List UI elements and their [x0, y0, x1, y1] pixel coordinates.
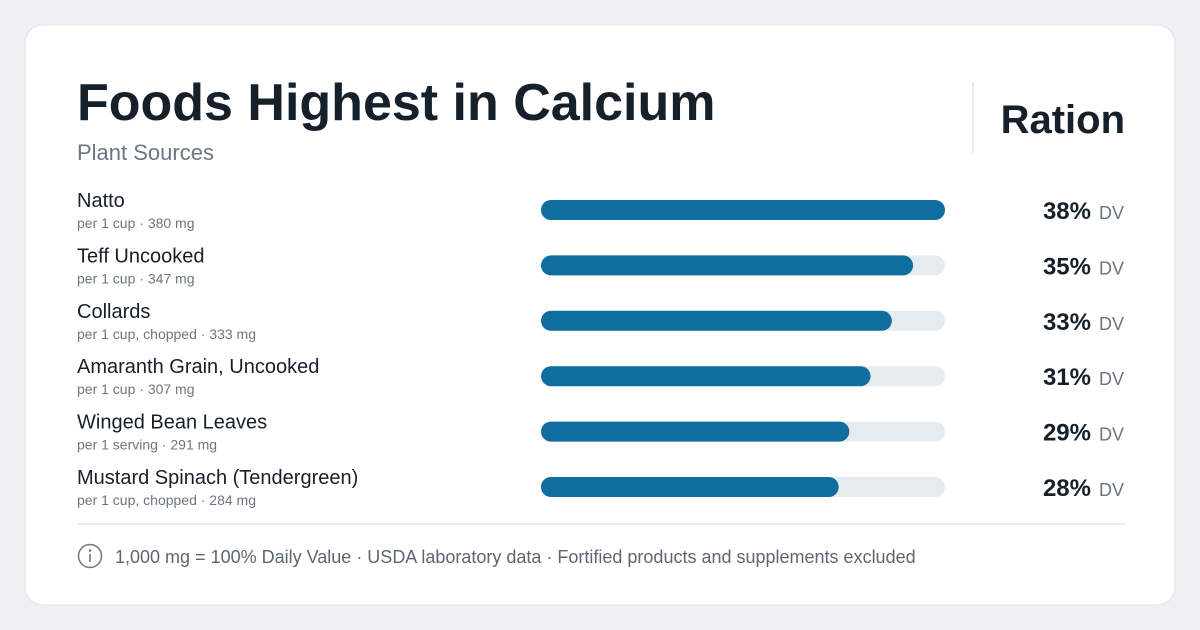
value-unit: DV [1099, 314, 1124, 334]
value-label: 33% [1043, 309, 1091, 336]
value-label: 38% [1043, 198, 1091, 225]
value-label: 31% [1043, 364, 1091, 391]
subtitle: Plant Sources [77, 140, 214, 165]
bar [541, 366, 871, 387]
bar [541, 421, 850, 442]
info-icon [77, 543, 103, 569]
value-label: 29% [1043, 420, 1091, 447]
value-unit: DV [1099, 258, 1124, 278]
bar [541, 477, 839, 497]
food-detail: per 1 cup · 380 mg [77, 215, 195, 231]
food-detail: per 1 cup, chopped · 333 mg [77, 326, 256, 342]
brand: Ration [1001, 98, 1125, 142]
bar [541, 200, 945, 220]
value-unit: DV [1099, 203, 1124, 223]
bar [541, 255, 914, 276]
food-name: Amaranth Grain, Uncooked [77, 356, 319, 378]
value-unit: DV [1099, 369, 1124, 389]
food-detail: per 1 cup, chopped · 284 mg [77, 492, 256, 508]
food-name: Natto [77, 190, 125, 212]
bar [541, 310, 892, 331]
footnote: 1,000 mg = 100% Daily Value · USDA labor… [115, 547, 916, 567]
food-name: Collards [77, 301, 150, 323]
value-label: 35% [1043, 253, 1091, 280]
chart-title: Foods Highest in Calcium [77, 74, 716, 132]
food-name: Winged Bean Leaves [77, 412, 267, 434]
value-unit: DV [1099, 425, 1124, 445]
food-detail: per 1 cup · 307 mg [77, 381, 195, 397]
food-name: Teff Uncooked [77, 245, 205, 267]
food-name: Mustard Spinach (Tendergreen) [77, 467, 358, 489]
food-detail: per 1 cup · 347 mg [77, 270, 195, 286]
value-unit: DV [1099, 480, 1124, 500]
value-label: 28% [1043, 475, 1091, 502]
food-detail: per 1 serving · 291 mg [77, 437, 217, 453]
